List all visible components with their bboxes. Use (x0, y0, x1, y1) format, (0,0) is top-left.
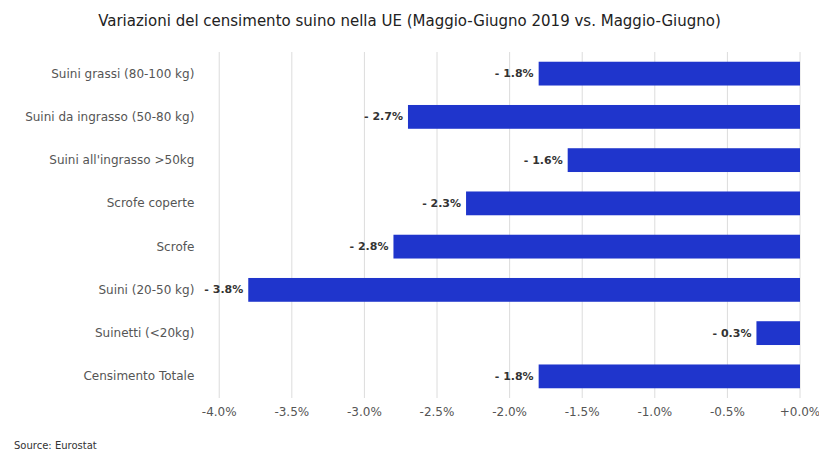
data-label: - 1.6% (524, 154, 563, 167)
bar (539, 62, 800, 86)
x-tick-label: -2.0% (492, 405, 527, 419)
y-tick-label: Suinetti (<20kg) (95, 326, 194, 340)
bar (466, 191, 800, 215)
annotation: Source: Eurostat (14, 440, 97, 451)
data-label: - 1.8% (495, 370, 534, 383)
x-tick-label: -3.5% (274, 405, 309, 419)
grid-line (219, 52, 220, 398)
x-tick-label: -0.5% (710, 405, 745, 419)
bar (756, 321, 800, 345)
chart: Variazioni del censimento suino nella UE… (0, 0, 819, 461)
grid-line (437, 52, 438, 398)
x-tick-label: -3.0% (347, 405, 382, 419)
grid-line (654, 52, 655, 398)
grid-line (800, 52, 801, 398)
bar (248, 278, 800, 302)
chart-title: Variazioni del censimento suino nella UE… (98, 12, 721, 30)
grid (219, 52, 800, 398)
x-tick-label: -1.5% (565, 405, 600, 419)
x-tick-label: -2.5% (420, 405, 455, 419)
data-label: - 3.8% (204, 283, 243, 296)
y-tick-label: Suini (20-50 kg) (98, 283, 194, 297)
grid-line (509, 52, 510, 398)
data-label: - 0.3% (713, 327, 752, 340)
grid-line (364, 52, 365, 398)
y-tick-label: Suini all'ingrasso >50kg (49, 153, 194, 167)
data-label: - 2.8% (350, 240, 389, 253)
data-label: - 2.7% (364, 110, 403, 123)
bar (568, 148, 800, 172)
x-tick-label: -4.0% (202, 405, 237, 419)
x-tick-label: -1.0% (637, 405, 672, 419)
x-tick-label: +0.0% (780, 405, 819, 419)
y-tick-label: Censimento Totale (83, 369, 194, 383)
bar (408, 105, 800, 129)
bars (248, 62, 800, 389)
y-tick-label: Suini da ingrasso (50-80 kg) (25, 110, 194, 124)
data-label: - 1.8% (495, 67, 534, 80)
grid-line (291, 52, 292, 398)
bar (539, 364, 800, 388)
grid-line (727, 52, 728, 398)
y-tick-label: Suini grassi (80-100 kg) (51, 67, 194, 81)
y-tick-label: Scrofe coperte (107, 196, 195, 210)
data-label: - 2.3% (422, 197, 461, 210)
grid-line (582, 52, 583, 398)
y-tick-label: Scrofe (157, 240, 195, 254)
bar (393, 235, 800, 259)
